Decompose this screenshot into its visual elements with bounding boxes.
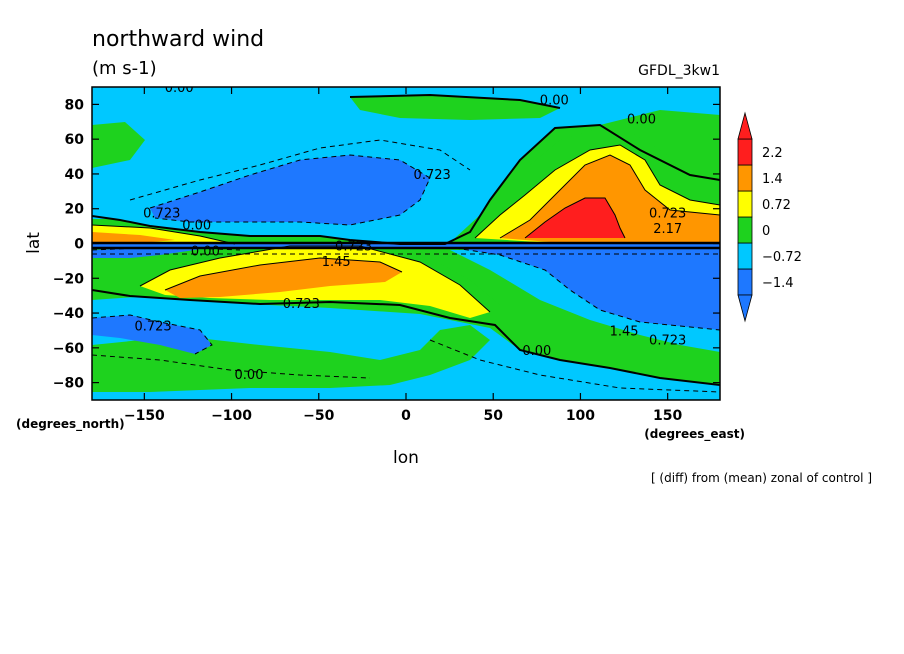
x-tick-label: 100 [566, 408, 595, 424]
field-region-green-north-west [92, 122, 145, 168]
model-label: GFDL_3kw1 [638, 63, 720, 79]
field-region-orange-south-lobe [165, 258, 402, 298]
y-axis-label: lat [24, 232, 44, 254]
x-tick-label: −50 [303, 408, 334, 424]
colorbar-label: 0.72 [762, 198, 791, 213]
contour-label: 0.00 [191, 245, 220, 260]
x-tick-label: −150 [124, 408, 165, 424]
contour-label: 0.00 [165, 81, 194, 96]
field-region-equator-band [92, 243, 720, 248]
contour-label: 0.00 [522, 344, 551, 359]
colorbar-label: −0.72 [762, 250, 802, 265]
y-axis: −80 −60 −40 −20 0 20 40 60 80 [53, 97, 720, 392]
chart-title: northward wind [92, 27, 264, 52]
y-tick-label: −80 [53, 376, 84, 392]
equator-contours [92, 241, 720, 250]
colorbar: −1.4 −0.72 0 0.72 1.4 2.2 [737, 111, 802, 323]
contour-label: 0.00 [540, 93, 569, 108]
x-axis-label: lon [393, 448, 419, 468]
contour-label: 0.00 [627, 113, 656, 128]
x-axis: −150 −100 −50 0 50 100 150 [124, 87, 683, 424]
contour-label: 0.723 [143, 206, 180, 221]
contour-label: 0.723 [649, 206, 686, 221]
contour-label: 0.723 [414, 168, 451, 183]
y-tick-label: −40 [53, 306, 84, 322]
colorbar-label: 1.4 [762, 172, 783, 187]
y-tick-label: 20 [65, 202, 85, 218]
colorbar-swatch [737, 216, 753, 244]
colorbar-label: −1.4 [762, 276, 794, 291]
colorbar-label: 2.2 [762, 146, 783, 161]
x-tick-label: 150 [653, 408, 682, 424]
contour-label: 1.45 [610, 325, 639, 340]
contour-label: 0.00 [182, 219, 211, 234]
field-region-green-north-east [600, 110, 720, 175]
field-region-blue-equator-east [455, 248, 720, 330]
x-axis-unit: (degrees_east) [644, 427, 745, 442]
colorbar-label: 0 [762, 224, 770, 239]
y-tick-label: 60 [65, 132, 85, 148]
contour-label: 1.45 [322, 255, 351, 270]
colorbar-extend-min [737, 294, 753, 323]
field-region-orange-west-equator [92, 232, 175, 244]
x-tick-label: −100 [211, 408, 252, 424]
x-tick-label: 50 [483, 408, 503, 424]
colorbar-swatch [737, 138, 753, 166]
y-tick-label: 40 [65, 167, 85, 183]
colorbar-swatch [737, 268, 753, 296]
field-region-green-north-mid [350, 95, 560, 120]
contour-label: 0.723 [649, 333, 686, 348]
y-tick-label: −60 [53, 341, 84, 357]
y-tick-label: −20 [53, 271, 84, 287]
field-region-cyan-west-band [92, 209, 137, 219]
contour-label: 0.723 [335, 239, 372, 254]
field-region-blue-north [150, 155, 430, 225]
y-axis-unit: (degrees_north) [16, 417, 125, 432]
contour-label: 0.723 [283, 297, 320, 312]
y-tick-label: 80 [65, 97, 85, 113]
colorbar-swatch [737, 242, 753, 270]
contour-label: 0.00 [235, 368, 264, 383]
contour-label: 2.17 [653, 222, 682, 237]
colorbar-swatch [737, 164, 753, 192]
contour-label: 0.723 [134, 319, 171, 334]
colorbar-swatch [737, 190, 753, 218]
colorbar-extend-max [737, 111, 753, 140]
field-region-blue-south-west [92, 315, 212, 354]
x-tick-label: 0 [401, 408, 411, 424]
solid-contours [92, 144, 720, 313]
chart-units: (m s-1) [92, 58, 157, 79]
y-tick-label: 0 [74, 237, 84, 253]
chart-note: [ (diff) from (mean) zonal of control ] [651, 471, 872, 485]
field-region-red-northeast-plume [525, 198, 625, 238]
